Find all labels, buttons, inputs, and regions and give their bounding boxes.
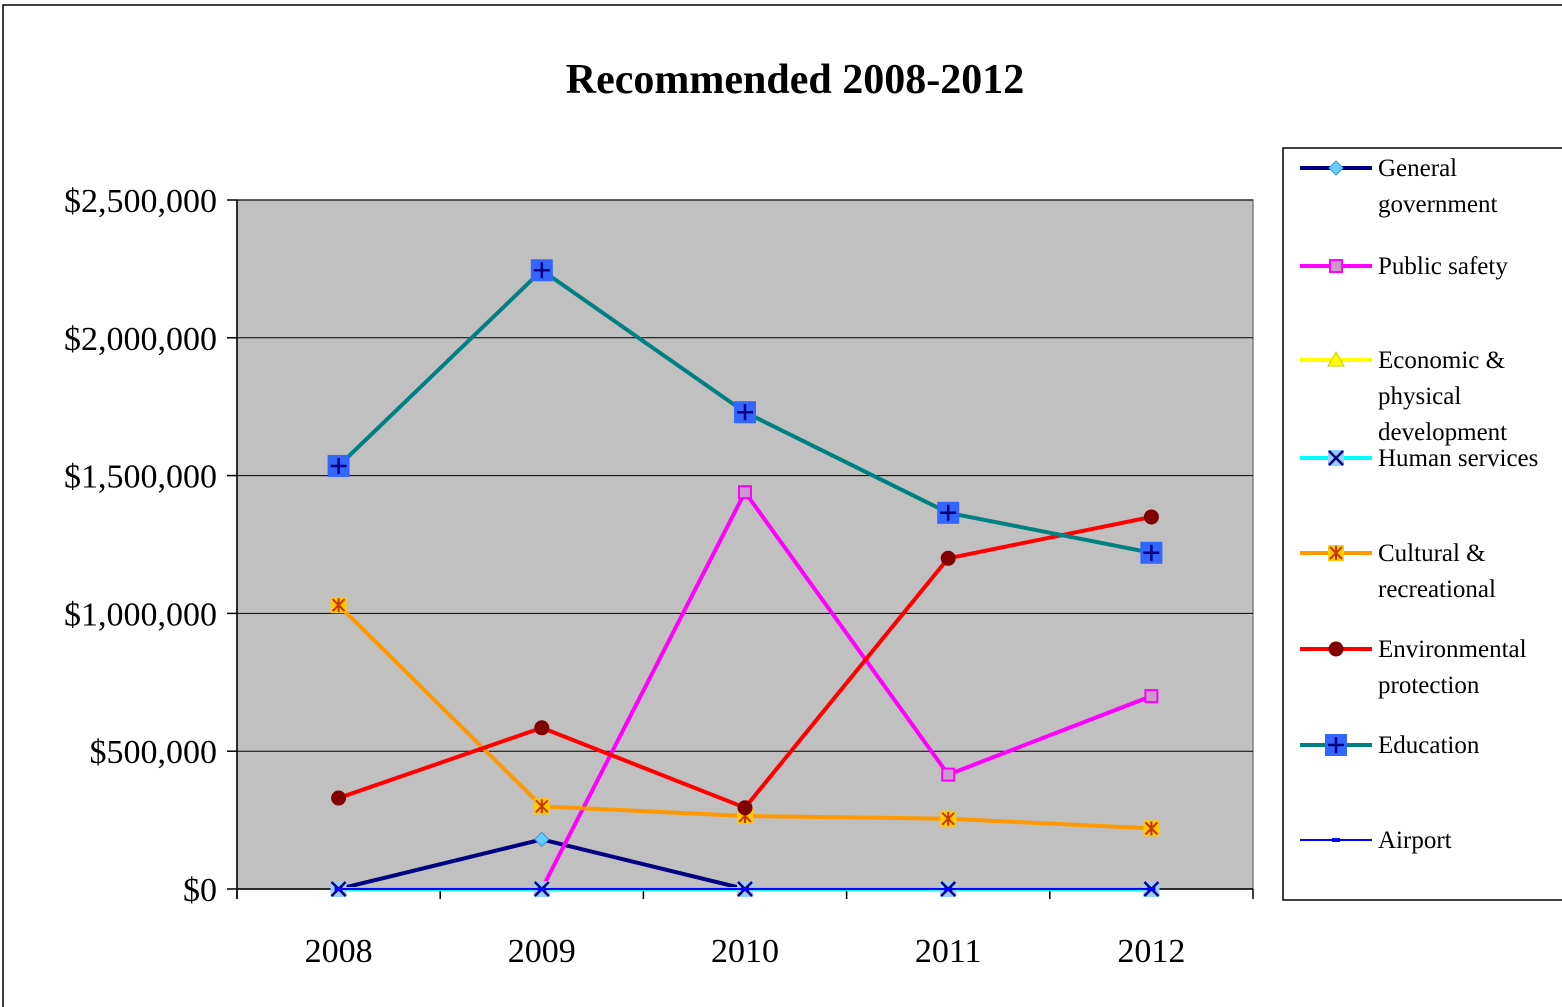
legend-label: Cultural & [1378, 540, 1486, 567]
y-tick-label: $1,000,000 [64, 596, 217, 633]
series-lines [327, 259, 1163, 897]
chart-border [2, 4, 1562, 1007]
data-point-marker [737, 800, 753, 816]
y-tick-label: $2,000,000 [64, 321, 217, 358]
y-tick-label: $500,000 [90, 734, 218, 771]
series-education [327, 259, 1163, 564]
legend-label: protection [1378, 672, 1480, 699]
x-tick-label: 2012 [1117, 933, 1185, 970]
data-point-marker [1147, 887, 1156, 891]
series-airport [334, 887, 1156, 891]
data-point-marker [734, 401, 756, 424]
data-point-marker [940, 550, 956, 566]
gridlines [237, 199, 1253, 752]
data-point-marker [1328, 545, 1344, 561]
data-point-marker [940, 810, 957, 827]
data-point-marker [334, 887, 343, 891]
legend-item: Economic & physical development [1300, 347, 1507, 446]
data-point-marker [741, 887, 749, 891]
data-point-marker [1328, 450, 1344, 466]
data-point-marker [1143, 509, 1159, 525]
x-tick-label: 2009 [508, 933, 576, 970]
x-tick-label: 2011 [915, 933, 982, 970]
data-point-marker [327, 454, 350, 477]
x-tick-label: 2008 [305, 933, 373, 970]
legend-label: General [1378, 155, 1457, 182]
legend-label: Human services [1378, 445, 1538, 472]
legend-item: Cultural & recreational [1300, 540, 1496, 603]
y-tick-label: $0 [183, 872, 217, 909]
data-point-marker [1144, 689, 1159, 704]
series-environmental-protection [331, 509, 1159, 816]
y-tick-label: $2,500,000 [64, 183, 217, 220]
data-point-marker [1332, 838, 1340, 842]
legend-label: Environmental [1378, 636, 1527, 663]
data-point-marker [530, 259, 553, 282]
legend-item: Airport [1300, 827, 1452, 854]
data-point-marker [1329, 259, 1343, 273]
legend: General government Public safety Economic &… [1282, 147, 1562, 901]
x-tick-label: 2010 [711, 933, 779, 970]
legend-label: recreational [1378, 576, 1496, 603]
data-point-marker [1328, 160, 1344, 176]
data-point-marker [534, 720, 550, 736]
legend-label: Education [1378, 732, 1480, 759]
legend-item: Environmental protection [1300, 636, 1527, 699]
legend-label: government [1378, 191, 1497, 218]
data-point-marker [534, 831, 550, 848]
data-point-marker [1325, 734, 1347, 756]
legend-item: Human services [1300, 445, 1538, 472]
data-point-marker [330, 597, 347, 614]
data-point-marker [537, 887, 546, 891]
legend-label: Economic & [1378, 347, 1505, 374]
data-point-marker [944, 887, 953, 891]
legend-label: development [1378, 419, 1507, 446]
data-point-marker [738, 485, 752, 500]
data-point-marker [331, 790, 347, 806]
legend-item: Education [1300, 732, 1480, 759]
data-point-marker [533, 798, 550, 815]
y-tick-label: $1,500,000 [64, 459, 217, 496]
data-point-marker [941, 767, 956, 782]
legend-label: Airport [1378, 827, 1452, 854]
legend-item: General government [1300, 155, 1497, 218]
data-point-marker [1140, 541, 1163, 564]
legend-box [1282, 147, 1562, 901]
data-point-marker [1143, 820, 1160, 837]
legend-item: Public safety [1300, 253, 1508, 280]
data-point-marker [937, 501, 960, 524]
data-point-marker [1327, 350, 1345, 367]
chart-title: Recommended 2008-2012 [566, 57, 1024, 103]
data-point-marker [1328, 641, 1344, 657]
legend-label: physical [1378, 383, 1461, 410]
legend-label: Public safety [1378, 253, 1508, 280]
